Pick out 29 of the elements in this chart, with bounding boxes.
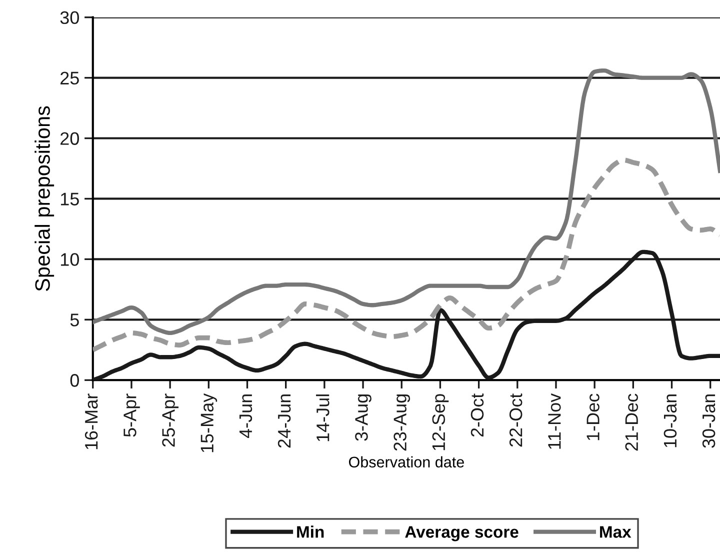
x-tick-label: 30-Jan (702, 394, 716, 448)
x-tick-label: 25-Apr (162, 394, 178, 447)
y-tick-label: 10 (60, 253, 79, 266)
x-tick-label: 5-Apr (124, 394, 140, 437)
y-tick-label: 20 (60, 132, 79, 145)
legend-label: Average score (405, 526, 518, 542)
x-tick-label: 4-Jun (239, 394, 252, 438)
x-tick-label: 22-Oct (509, 393, 522, 447)
x-tick-label: 23-Aug (394, 394, 410, 451)
y-tick-label: 25 (60, 72, 79, 85)
y-tick-label: 0 (70, 374, 79, 387)
x-tick-label: 15-May (200, 393, 218, 452)
x-tick-label: 11-Nov (548, 393, 561, 449)
y-tick-label: 30 (60, 11, 79, 24)
x-tick-label: 2-Oct (470, 393, 484, 437)
x-tick-label: 1-Dec (586, 394, 600, 440)
legend-label: Min (297, 526, 324, 538)
legend-label: Max (600, 526, 632, 538)
y-tick-label: 15 (60, 192, 79, 206)
x-tick-label: 14-Jul (316, 394, 330, 442)
x-tick-label: 12-Sep (432, 394, 449, 450)
x-axis-title: Observation date (348, 456, 464, 468)
y-axis-title: Special prepositions (34, 106, 54, 291)
x-tick-label: 16-Mar (84, 394, 98, 450)
x-tick-label: 24-Jun (278, 394, 291, 448)
x-tick-label: 10-Jan (664, 394, 677, 448)
x-tick-label: 21-Dec (625, 394, 638, 451)
y-tick-label: 5 (70, 314, 79, 326)
x-tick-label: 3-Aug (355, 394, 372, 441)
